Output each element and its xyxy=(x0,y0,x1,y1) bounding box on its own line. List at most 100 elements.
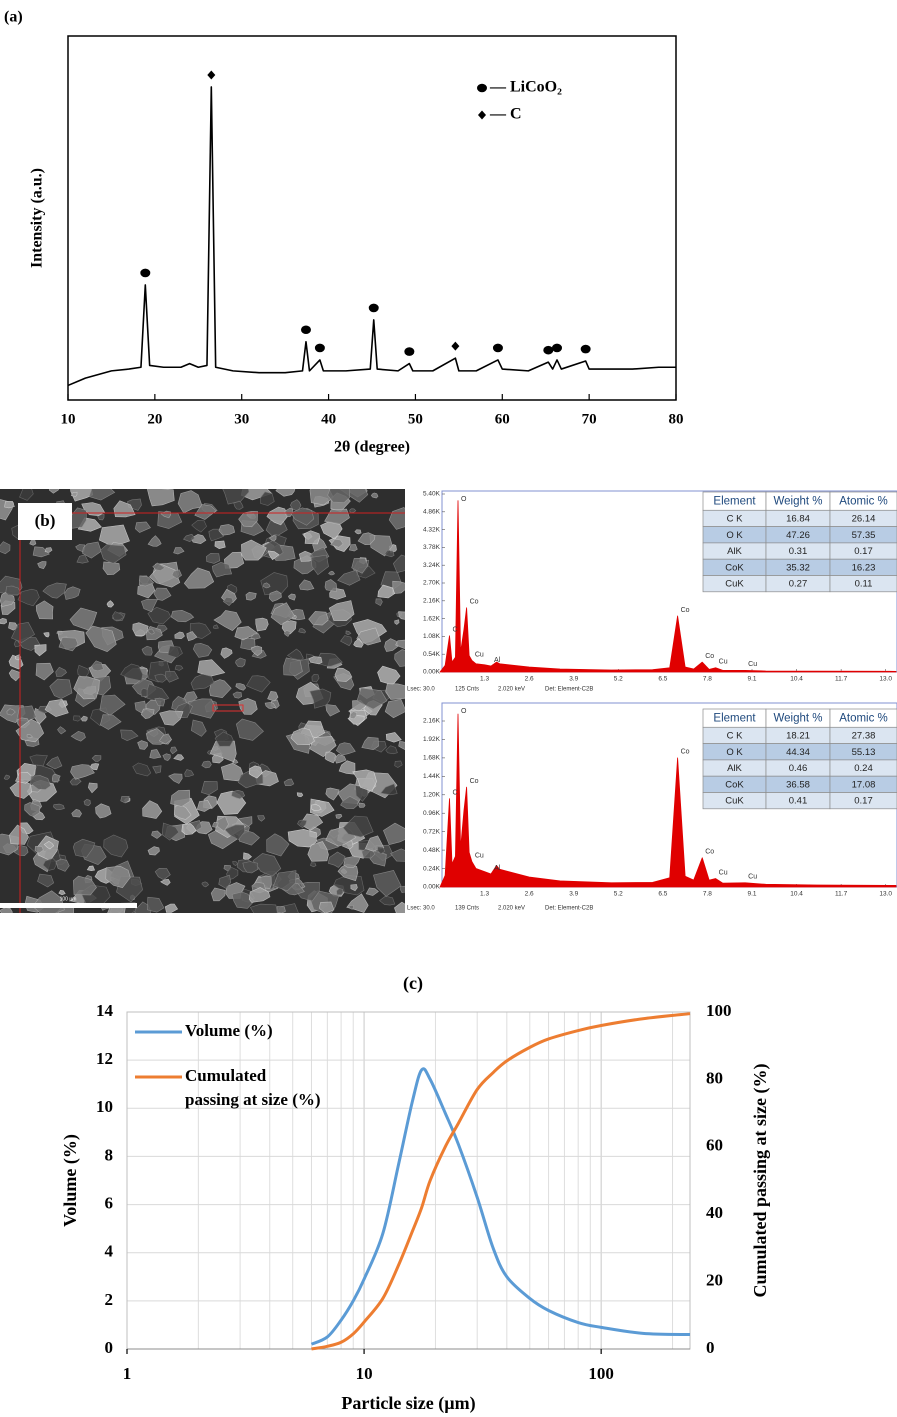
peak-label: Cu xyxy=(748,661,757,668)
x-tick-label: 20 xyxy=(147,411,162,427)
sem-particle xyxy=(186,631,198,642)
sem-particle xyxy=(170,746,178,755)
panel-label-box xyxy=(18,503,72,540)
sem-particle xyxy=(222,596,234,606)
sem-particle xyxy=(268,535,277,542)
legend-label: Cumulated passing at size (%) xyxy=(185,1066,321,1109)
sem-particle xyxy=(100,543,127,564)
y-tick-label: 0.72K xyxy=(423,828,441,835)
sem-particle xyxy=(356,687,388,710)
sem-particle xyxy=(194,504,217,520)
table-cell xyxy=(829,575,897,593)
sem-particle xyxy=(148,628,155,635)
sem-particle xyxy=(80,715,88,722)
table-cell-text: CuK xyxy=(725,796,744,807)
spectrum-footer: 2.020 keV xyxy=(498,687,525,693)
peak-label: Co xyxy=(705,849,714,856)
table-cell-text: O K xyxy=(726,530,743,541)
table-header: Element xyxy=(713,496,756,508)
sem-particle xyxy=(336,888,344,896)
sem-particle xyxy=(8,622,19,631)
table-cell-text: AlK xyxy=(727,546,742,557)
sem-particle xyxy=(299,813,324,831)
sem-particle xyxy=(398,611,405,620)
sem-particle xyxy=(249,633,261,640)
sem-particle xyxy=(238,511,258,528)
x-tick-label: 7.8 xyxy=(703,676,712,683)
sem-particle xyxy=(251,645,263,657)
sem-particle xyxy=(152,765,162,774)
peak-marker xyxy=(543,345,554,355)
sem-particle xyxy=(159,710,184,726)
sem-particle xyxy=(245,591,257,601)
y-tick-label: 2.70K xyxy=(423,580,441,587)
sem-particle xyxy=(170,609,195,623)
sem-particle xyxy=(384,549,395,558)
peak-label: Cu xyxy=(719,869,728,876)
sem-particle xyxy=(309,489,334,506)
table-header: Weight % xyxy=(773,496,822,508)
sem-particle xyxy=(26,733,34,738)
plot-frame xyxy=(126,1011,691,1350)
sem-particle xyxy=(394,619,400,625)
sem-particle xyxy=(235,683,247,691)
peak-label: C xyxy=(452,789,457,796)
sem-particle xyxy=(394,649,405,667)
sem-particle xyxy=(333,875,365,896)
sem-particle xyxy=(29,540,37,546)
sem-particle xyxy=(90,763,100,771)
sem-particle xyxy=(380,783,398,796)
sem-particle xyxy=(49,678,73,699)
sem-particle xyxy=(87,782,98,794)
sem-particle xyxy=(214,731,234,747)
x-tick-label: 10.4 xyxy=(790,676,803,683)
table-cell-text: 0.27 xyxy=(789,579,808,590)
sem-particle xyxy=(290,727,315,746)
sem-particle xyxy=(174,664,184,671)
sem-particle xyxy=(384,638,399,652)
spectrum-footer: 139 Cnts xyxy=(455,906,479,912)
table-cell-text: 57.35 xyxy=(852,530,876,541)
sem-particle xyxy=(296,792,304,798)
sem-particle xyxy=(120,729,139,742)
sem-particle xyxy=(349,508,357,514)
y-tick-label: 0.00K xyxy=(423,669,441,676)
sem-particle xyxy=(275,489,296,497)
sem-particle xyxy=(64,586,81,600)
sem-particle xyxy=(48,489,59,494)
peak-label: C xyxy=(452,627,457,634)
sem-particle xyxy=(9,779,32,799)
sem-particle xyxy=(191,520,207,533)
sem-particle xyxy=(288,593,296,601)
peak-marker xyxy=(404,347,415,356)
sem-particle xyxy=(146,896,165,913)
sem-particle xyxy=(354,529,362,535)
y-tick-label: 10 xyxy=(96,1097,113,1116)
sem-particle xyxy=(106,600,115,608)
y-tick-label: 0.96K xyxy=(423,810,441,817)
sem-particle xyxy=(284,507,294,518)
sem-particle xyxy=(252,853,282,877)
sem-particle xyxy=(377,846,386,855)
sem-image xyxy=(0,489,405,913)
sem-particle xyxy=(309,688,332,709)
sem-particle xyxy=(91,660,104,672)
sem-particle xyxy=(338,760,356,775)
x-tick-label: 1.3 xyxy=(480,891,489,898)
sem-particle xyxy=(29,754,48,767)
sem-particle xyxy=(37,873,55,888)
y2-tick-label: 80 xyxy=(706,1068,723,1087)
sem-particle xyxy=(174,631,185,640)
sem-particle xyxy=(260,491,275,506)
x-tick-label: 40 xyxy=(321,411,336,427)
table-cell-text: 0.24 xyxy=(854,763,873,774)
sem-particle xyxy=(99,714,122,730)
sem-particle xyxy=(0,617,8,625)
sem-particle xyxy=(165,671,179,683)
sem-particle xyxy=(310,804,322,811)
y-tick-label: 3.24K xyxy=(423,562,441,569)
sem-particle xyxy=(201,780,218,796)
sem-particle xyxy=(173,804,192,820)
sem-particle xyxy=(24,802,41,818)
sem-particle xyxy=(283,657,303,676)
